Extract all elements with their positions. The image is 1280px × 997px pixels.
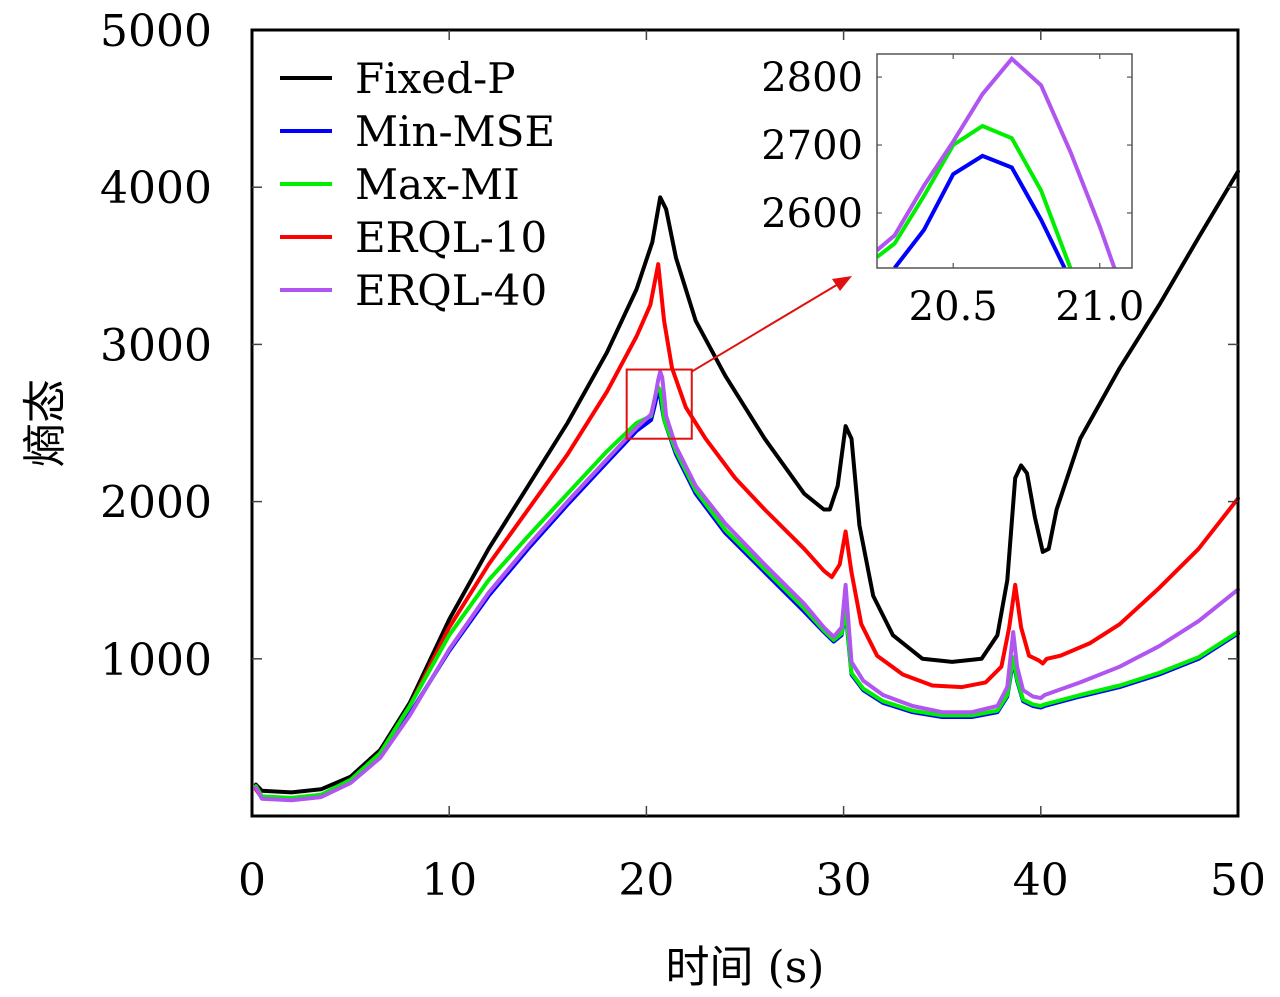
x-tick-label: 30 [816, 855, 872, 906]
x-tick-label: 10 [421, 855, 477, 906]
x-tick-label: 50 [1210, 855, 1266, 906]
inset-plot: 20.5 21.0 2600 2700 2800 [761, 53, 1144, 330]
legend-item-erql-10: ERQL-10 [280, 213, 547, 262]
x-tick-label: 20 [618, 855, 674, 906]
x-tick-label: 40 [1013, 855, 1069, 906]
legend-item-fixed-p: Fixed-P [280, 54, 515, 103]
series-line-fixed-p [253, 169, 1240, 795]
y-tick-label: 5000 [100, 6, 212, 57]
inset-lines [877, 55, 1117, 268]
inset-x-tick-label: 21.0 [1055, 284, 1144, 330]
legend-label: ERQL-10 [355, 213, 547, 262]
inset-series-line-erql-40 [877, 55, 1117, 268]
plot-frame [250, 28, 1240, 818]
legend-label: Max-MI [355, 160, 520, 209]
x-axis-title: 时间 (s) [666, 942, 825, 993]
zoom-region-box [625, 368, 693, 440]
zoom-annotation [625, 276, 852, 440]
inset-x-tick-label: 20.5 [909, 284, 998, 330]
legend-item-erql-40: ERQL-40 [280, 266, 547, 315]
inset-series-line-max-mi [877, 123, 1073, 268]
legend-label: ERQL-40 [355, 266, 547, 315]
zoom-arrow-line [691, 282, 841, 373]
axis-ticks [252, 30, 1238, 816]
series-line-min-mse [253, 392, 1240, 801]
axis-tick-labels: 0 10 20 30 40 50 1000 2000 3000 4000 5000 [100, 6, 1266, 906]
inset-y-tick-label: 2600 [761, 191, 863, 237]
series-line-max-mi [253, 385, 1240, 800]
y-tick-label: 4000 [100, 163, 212, 214]
inset-background [877, 54, 1132, 268]
main-plot-lines [253, 169, 1240, 803]
y-tick-label: 2000 [100, 478, 212, 529]
inset-series-line-min-mse [893, 153, 1067, 268]
y-tick-label: 1000 [100, 635, 212, 686]
legend-item-max-mi: Max-MI [280, 160, 520, 209]
y-axis-title: 熵态 [20, 379, 71, 467]
inset-y-tick-label: 2700 [761, 123, 863, 169]
series-line-erql-40 [253, 369, 1240, 803]
series-line-erql-10 [253, 262, 1240, 802]
legend-label: Min-MSE [355, 107, 555, 156]
y-tick-label: 3000 [100, 320, 212, 371]
legend-item-min-mse: Min-MSE [280, 107, 555, 156]
inset-y-tick-label: 2800 [761, 55, 863, 101]
zoom-arrow-head [832, 276, 852, 291]
legend-label: Fixed-P [355, 54, 515, 103]
inset-frame [876, 53, 1133, 269]
x-tick-label: 0 [238, 855, 266, 906]
